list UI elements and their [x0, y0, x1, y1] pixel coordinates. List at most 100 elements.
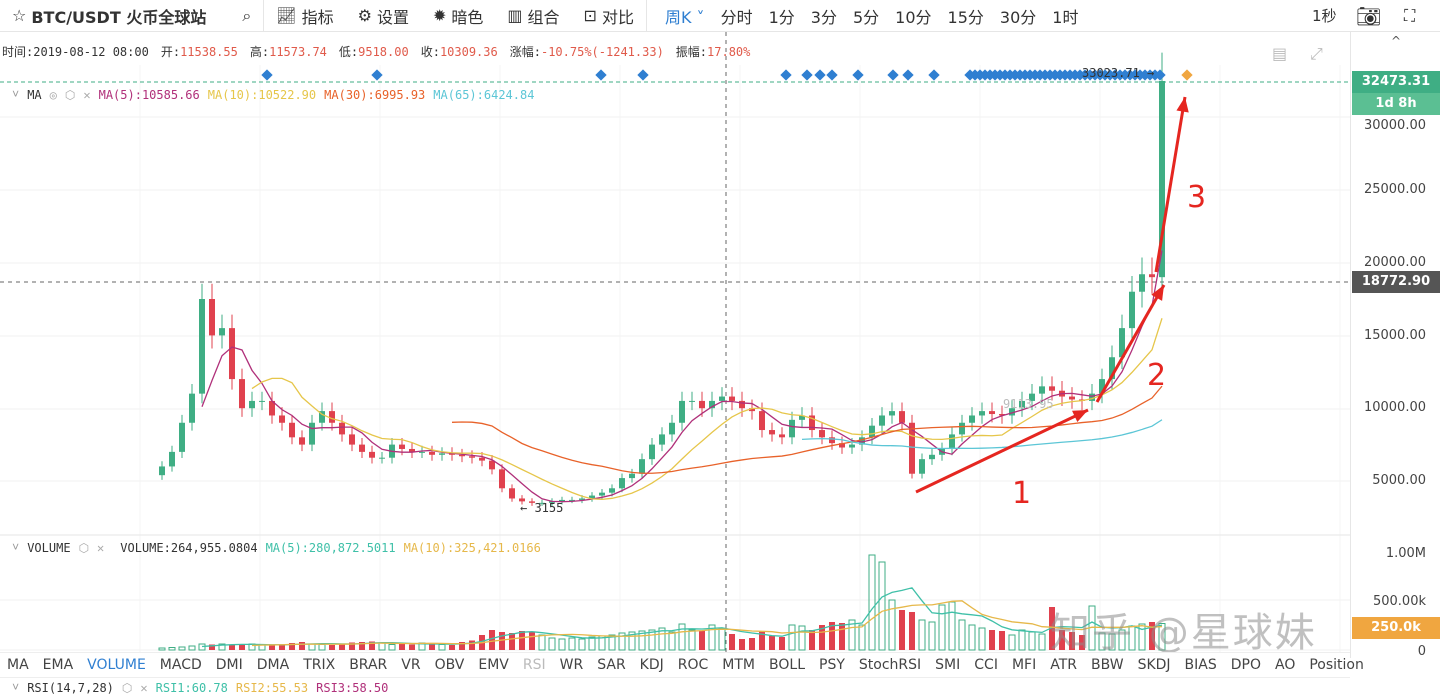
settings-icon[interactable]: ⬡ — [121, 680, 133, 695]
indicator-tab-mfi[interactable]: MFI — [1011, 657, 1037, 673]
indicator-tab-trix[interactable]: TRIX — [303, 657, 336, 673]
indicator-tab-brar[interactable]: BRAR — [349, 657, 388, 673]
dark-mode-button[interactable]: ✹ 暗色 — [432, 6, 484, 27]
indicator-tab-macd[interactable]: MACD — [159, 657, 202, 673]
settings-button[interactable]: ⚙ 设置 — [357, 6, 409, 27]
candle — [1019, 400, 1025, 409]
symbol-title[interactable]: ☆ BTC/USDT 火币全球站 — [12, 6, 207, 27]
indicator-tab-ao[interactable]: AO — [1275, 657, 1296, 673]
volume-bar — [499, 632, 505, 650]
interval-tab[interactable]: 5分 — [852, 7, 880, 27]
indicator-tab-position[interactable]: Position — [1309, 657, 1364, 673]
candle — [369, 451, 375, 458]
interval-tab[interactable]: 1分 — [768, 7, 795, 27]
indicator-tab-dma[interactable]: DMA — [256, 657, 290, 673]
indicator-tab-ma[interactable]: MA — [7, 657, 29, 673]
candle — [559, 499, 565, 502]
indicator-tab-rsi[interactable]: RSI — [522, 657, 546, 673]
collapse-icon[interactable]: ˅ — [12, 87, 20, 101]
indicator-tab-dmi[interactable]: DMI — [215, 657, 243, 673]
refresh-rate[interactable]: 1秒 — [1312, 7, 1337, 25]
indicator-tab-mtm[interactable]: MTM — [722, 657, 756, 673]
indicator-button[interactable]: 📈︎ 指标 — [276, 6, 334, 27]
eye-icon[interactable]: ◎ — [49, 87, 57, 102]
search-button[interactable]: ⌕ — [230, 0, 263, 32]
candle — [199, 299, 205, 394]
candle — [999, 414, 1005, 416]
close-icon[interactable]: ✕ — [140, 680, 148, 695]
settings-icon[interactable]: ⬡ — [78, 540, 90, 555]
candle — [909, 422, 915, 474]
price-axis[interactable]: ^ 30000.00 25000.00 20000.00 15000.00 10… — [1350, 32, 1440, 659]
indicator-tab-boll[interactable]: BOLL — [769, 657, 805, 673]
volume-bar — [938, 604, 946, 651]
expand-icon[interactable]: ⤢ — [1310, 44, 1323, 63]
indicator-tab-smi[interactable]: SMI — [935, 657, 961, 673]
indicator-tab-atr[interactable]: ATR — [1050, 657, 1077, 673]
indicator-tab-obv[interactable]: OBV — [434, 657, 465, 673]
volume-bar — [318, 644, 326, 651]
volume-bar — [1079, 635, 1085, 650]
collapse-icon[interactable]: ˅ — [12, 540, 20, 554]
indicator-tab-bbw[interactable]: BBW — [1091, 657, 1124, 673]
camera-icon[interactable]: 📷︎ — [1356, 3, 1382, 28]
interval-tab[interactable]: 15分 — [947, 7, 984, 27]
volume-bar — [668, 631, 676, 651]
candle — [419, 451, 425, 453]
max-price-label: 33023.71 → — [1082, 66, 1155, 80]
compare-icon: ⊡ — [583, 6, 597, 25]
volume-bar — [218, 643, 226, 651]
volume-bar — [388, 644, 396, 651]
indicator-tab-bias[interactable]: BIAS — [1184, 657, 1217, 673]
compare-button[interactable]: ⊡ 对比 — [583, 6, 634, 27]
volume-bar — [409, 644, 415, 650]
interval-tab[interactable]: 分时 — [720, 7, 753, 27]
volume-bar — [1098, 632, 1106, 651]
arrow-3-head — [1176, 97, 1189, 113]
layout-button[interactable]: ▥ 组合 — [507, 6, 560, 27]
interval-tab[interactable]: 10分 — [895, 7, 932, 27]
candle — [469, 456, 475, 458]
close-icon[interactable]: ✕ — [97, 540, 105, 555]
indicator-tab-kdj[interactable]: KDJ — [639, 657, 664, 673]
volume-bar — [759, 631, 765, 650]
candle — [549, 501, 555, 503]
indicator-tab-sar[interactable]: SAR — [597, 657, 626, 673]
star-icon[interactable]: ☆ — [12, 6, 27, 25]
volume-bar — [798, 625, 806, 651]
candle — [789, 419, 795, 438]
indicator-tab-emv[interactable]: EMV — [478, 657, 509, 673]
candle — [579, 498, 585, 500]
indicator-tab-roc[interactable]: ROC — [677, 657, 709, 673]
indicator-tab-dpo[interactable]: DPO — [1230, 657, 1261, 673]
fullscreen-icon[interactable]: ⛶ — [1404, 5, 1416, 25]
interval-tab[interactable]: 30分 — [999, 7, 1037, 27]
notes-icon[interactable]: ▤ — [1272, 44, 1288, 63]
candle — [679, 400, 685, 423]
volume-bar — [729, 634, 735, 650]
indicator-tab-volume[interactable]: VOLUME — [87, 657, 146, 673]
scroll-up-icon[interactable]: ^ — [1391, 34, 1402, 48]
interval-tab[interactable]: 3分 — [810, 7, 837, 27]
settings-icon[interactable]: ⬡ — [64, 87, 76, 102]
indicator-tab-cci[interactable]: CCI — [974, 657, 998, 673]
indicator-tab-vr[interactable]: VR — [401, 657, 421, 673]
interval-weekly[interactable]: 周K ˅ — [664, 7, 705, 27]
indicator-tab-psy[interactable]: PSY — [819, 657, 845, 673]
candle — [539, 502, 545, 504]
indicator-tab-skdj[interactable]: SKDJ — [1137, 657, 1171, 673]
indicator-tab-stochrsi[interactable]: StochRSI — [858, 657, 922, 673]
candle — [459, 454, 465, 457]
interval-tab[interactable]: 1时 — [1052, 7, 1079, 27]
signal-marker — [261, 69, 273, 81]
candle — [309, 422, 315, 445]
candle — [749, 408, 755, 412]
indicator-tab-ema[interactable]: EMA — [42, 657, 74, 673]
indicator-tab-wr[interactable]: WR — [559, 657, 584, 673]
candle — [449, 453, 455, 455]
close-icon[interactable]: ✕ — [83, 87, 91, 102]
volume-bar — [769, 636, 775, 650]
volume-bar — [708, 624, 716, 651]
candle — [349, 434, 355, 445]
